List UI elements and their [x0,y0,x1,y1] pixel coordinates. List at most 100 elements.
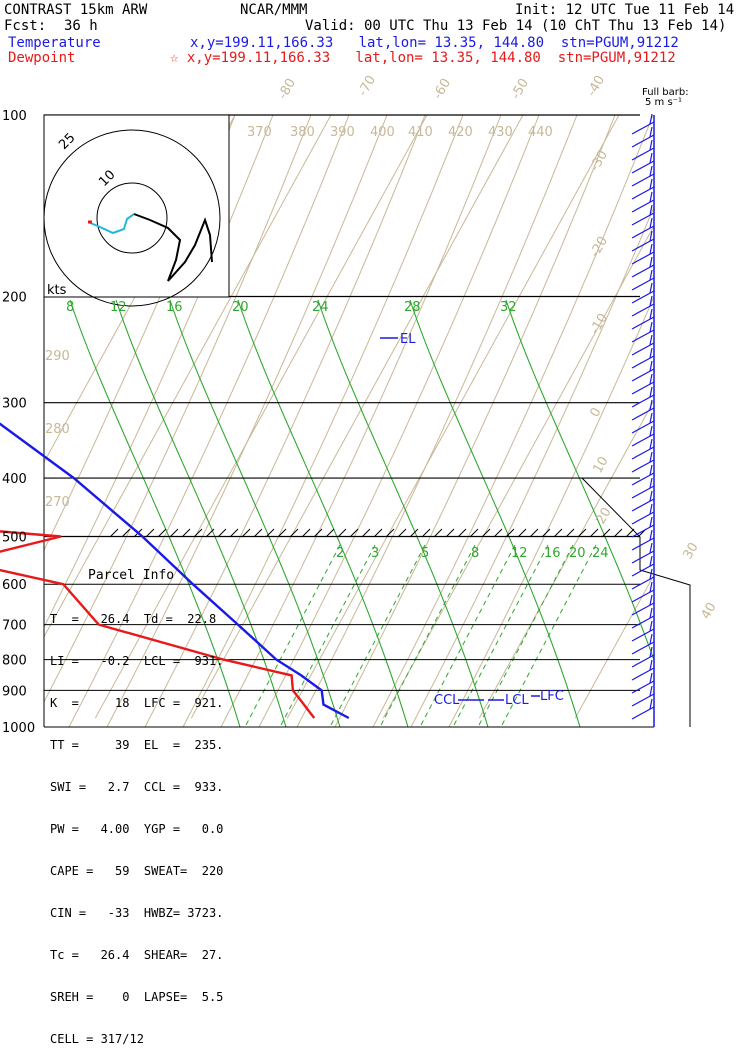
isotherm-label: -50 [508,76,532,102]
mixing-ratio-label: 16 [544,546,561,561]
wind-barb-flag [650,361,652,371]
lcl-marker: LCL [505,693,529,708]
wind-barb-flag [650,530,652,540]
wind-barb-flag [650,491,652,501]
dry-adiabat [373,115,653,727]
isotherm-line [383,115,715,718]
hatch-tick [362,529,370,537]
isotherm-label: 10 [590,454,611,476]
wind-barb-flag [650,686,652,696]
wind-barb-flag [650,504,652,514]
hatch-tick [338,529,346,537]
parcel-row: PW = 4.00 YGP = 0.0 [50,822,223,836]
mixing-ratio-label: 12 [511,546,528,561]
isotherm-label: 40 [698,600,719,622]
wind-barb-flag [650,621,652,631]
dry-adiabat [259,115,539,727]
pressure-label: 600 [2,578,27,593]
hatch-tick [398,529,406,537]
level-markers: EL CCL LCL LFC [380,332,564,708]
hatch-tick [254,529,262,537]
wind-barb-flag [650,127,652,137]
parcel-row: T = 26.4 Td = 22.8 [50,612,223,626]
isotherm-label: -20 [587,234,611,260]
hatch-tick [290,529,298,537]
isotherm-line [479,115,740,718]
parcel-row: TT = 39 EL = 235. [50,738,223,752]
parcel-row: SREH = 0 LAPSE= 5.5 [50,990,223,1004]
pressure-label: 800 [2,654,27,669]
wind-barb-flag [650,543,652,553]
parcel-row: CAPE = 59 SWEAT= 220 [50,864,223,878]
parcel-row: K = 18 LFC = 921. [50,696,223,710]
hatch-tick [518,529,526,537]
dry-adiabat-label: 380 [290,125,315,140]
dry-adiabat [221,115,501,727]
hatch-line [110,529,646,537]
pressure-label: 400 [2,472,27,487]
dry-adiabat-label: 440 [528,125,553,140]
ccl-marker: CCL [434,693,460,708]
dry-adiabat-label: 400 [370,125,395,140]
hatch-tick [590,529,598,537]
dry-adiabat-label: 410 [408,125,433,140]
hatch-tick [110,529,118,537]
parcel-info: Parcel Info T = 26.4 Td = 22.8 LI = -0.2… [50,540,223,1060]
parcel-row: CELL = 317/12 [50,1032,223,1046]
mixing-ratio-line [330,545,425,727]
hodograph: 25 10 kts [44,115,229,306]
wind-barb-flag [650,387,652,397]
hatch-tick [374,529,382,537]
isotherm-label: -80 [275,76,299,102]
mixing-ratio-label: 2 [336,546,344,561]
hatch-tick [566,529,574,537]
wind-barb-flag [650,374,652,384]
moist-adiabat [238,300,408,727]
moist-adiabat [410,300,580,727]
wind-barb-flag [650,179,652,189]
wind-barb-flag [650,270,652,280]
hatch-tick [494,529,502,537]
wind-barb-flag [650,257,652,267]
dry-adiabat-label: 270 [45,495,70,510]
pressure-label: 300 [2,397,27,412]
wind-barb-flag [650,582,652,592]
isotherm-label: -10 [587,311,611,337]
mixing-ratio-label: 20 [569,546,586,561]
hatch-tick [446,529,454,537]
moist-adiabat-label: 28 [404,300,421,315]
hatch-tick [578,529,586,537]
hatch-tick [614,529,622,537]
pressure-label: 1000 [2,721,35,736]
parcel-row: Tc = 26.4 SHEAR= 27. [50,948,223,962]
hodo-units: kts [47,283,67,298]
hatch-tick [302,529,310,537]
wind-barb-flag [650,322,652,332]
lfc-marker: LFC [540,689,564,704]
mixing-ratio-label: 8 [471,546,479,561]
wind-barb-flag [650,608,652,618]
mixing-ratio-label: 24 [592,546,609,561]
el-marker: EL [400,332,416,347]
hatch-tick [194,529,202,537]
isotherm-label: -30 [587,148,611,174]
wind-barb-flag [650,699,652,709]
mixing-ratio-label: 5 [421,546,429,561]
moist-adiabat-label: 16 [166,300,183,315]
hatch-tick [422,529,430,537]
dry-adiabat [297,115,577,727]
wind-barb-flag [650,660,652,670]
hatch-tick [230,529,238,537]
isotherm-label: -40 [584,73,608,99]
wind-barb-flag [650,283,652,293]
wind-barb [632,707,654,719]
mixing-ratio-line [280,545,375,727]
wind-barb-flag [650,335,652,345]
barb-legend-value: 5 m s⁻¹ [645,97,682,108]
isotherm-label: -70 [355,73,379,99]
hatch-tick [434,529,442,537]
mixing-ratio-line [245,545,340,727]
moist-adiabat-label: 8 [66,300,74,315]
dry-adiabat-label: 370 [247,125,272,140]
hatch-tick [350,529,358,537]
